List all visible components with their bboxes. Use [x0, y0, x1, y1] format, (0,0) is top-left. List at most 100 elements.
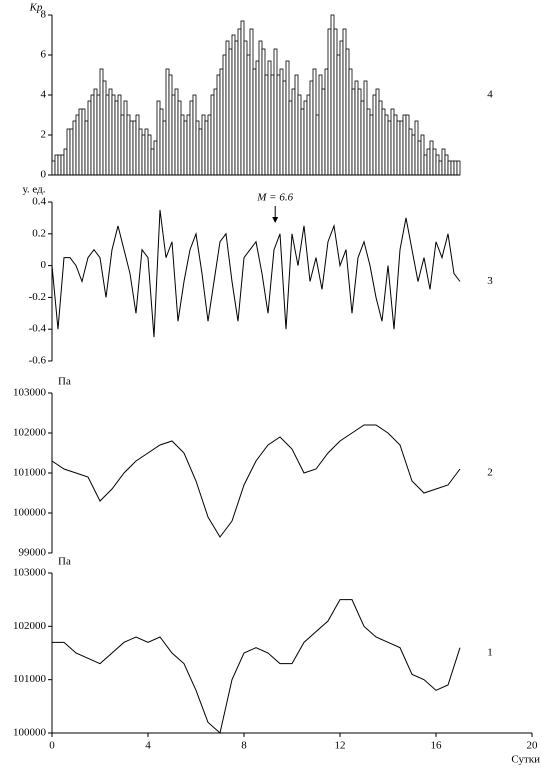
bar	[438, 160, 443, 176]
bar	[306, 94, 311, 176]
bar	[66, 128, 71, 176]
bar	[333, 28, 338, 176]
y-tick-label: 0.2	[32, 227, 46, 239]
bar	[249, 28, 254, 176]
bar	[207, 114, 212, 176]
annotation: M = 6.6	[256, 192, 293, 204]
bar	[282, 80, 287, 176]
bar	[201, 114, 206, 176]
bar	[216, 74, 221, 176]
bar	[90, 94, 95, 176]
bar	[141, 134, 146, 176]
bar	[375, 88, 380, 176]
bar	[210, 94, 215, 176]
bar	[444, 154, 449, 176]
bar	[171, 94, 176, 176]
bar	[228, 48, 233, 176]
bar	[261, 48, 266, 176]
bar	[57, 154, 62, 176]
bar	[411, 134, 416, 176]
bar	[405, 114, 410, 176]
panel-label: 1	[487, 647, 493, 659]
bar	[372, 94, 377, 176]
bar	[387, 120, 392, 176]
bar	[294, 74, 299, 176]
bar	[369, 114, 374, 176]
y-tick-label: 102000	[13, 427, 47, 439]
bar	[174, 88, 179, 176]
bar	[291, 88, 296, 176]
bar	[402, 114, 407, 176]
bar	[135, 114, 140, 176]
bar	[441, 148, 446, 176]
bar	[447, 160, 452, 176]
y-tick-label: 0.4	[32, 196, 46, 208]
bar	[213, 88, 218, 176]
bar	[267, 60, 272, 176]
bar	[378, 100, 383, 176]
bar	[225, 40, 230, 176]
bar	[330, 14, 335, 176]
bar	[324, 68, 329, 176]
x-tick-label: 4	[145, 740, 151, 752]
y-tick-label: 4	[41, 89, 47, 101]
y-tick-label: 0	[41, 259, 47, 271]
y-tick-label: 103000	[13, 387, 47, 399]
bar	[108, 88, 113, 176]
y-axis-label: Kp	[29, 2, 43, 14]
bar	[390, 108, 395, 176]
bar	[423, 154, 428, 176]
bar	[99, 68, 104, 176]
bar	[63, 148, 68, 176]
bar	[138, 128, 143, 176]
bar	[117, 94, 122, 176]
bar	[156, 100, 161, 176]
bar	[150, 148, 155, 176]
bar	[198, 128, 203, 176]
bar	[360, 100, 365, 176]
bar	[111, 94, 116, 176]
bar	[144, 128, 149, 176]
bar	[192, 94, 197, 176]
bar	[153, 140, 158, 176]
bar	[348, 68, 353, 176]
bar	[54, 154, 59, 176]
bar	[180, 114, 185, 176]
bar	[123, 100, 128, 176]
bar	[231, 34, 236, 176]
bar	[147, 134, 152, 176]
bar	[96, 94, 101, 176]
y-tick-label: -0.4	[29, 323, 47, 335]
y-tick-label: -0.2	[29, 291, 46, 303]
bar	[168, 74, 173, 176]
y-axis-label: Па	[58, 376, 71, 388]
bar	[321, 88, 326, 176]
y-axis-label: Па	[58, 556, 71, 568]
bar	[78, 108, 83, 176]
bar	[102, 80, 107, 176]
bar	[399, 120, 404, 176]
bar	[60, 154, 65, 176]
bar	[363, 80, 368, 176]
annotation-arrowhead	[272, 217, 279, 223]
bar	[309, 80, 314, 176]
y-tick-label: 99000	[19, 547, 47, 559]
y-tick-label: 101000	[13, 673, 47, 685]
bar	[381, 108, 386, 176]
bar	[354, 80, 359, 176]
y-tick-label: 8	[41, 9, 47, 21]
bar	[162, 120, 167, 176]
bar	[270, 74, 275, 176]
bar	[234, 40, 239, 176]
bar	[72, 120, 77, 176]
bar	[204, 120, 209, 176]
bar	[114, 100, 119, 176]
bar	[159, 108, 164, 176]
bar	[318, 74, 323, 176]
bar	[186, 114, 191, 176]
bar	[165, 68, 170, 176]
bar	[432, 148, 437, 176]
bar	[453, 160, 458, 176]
x-axis-label: Сутки	[511, 754, 540, 766]
